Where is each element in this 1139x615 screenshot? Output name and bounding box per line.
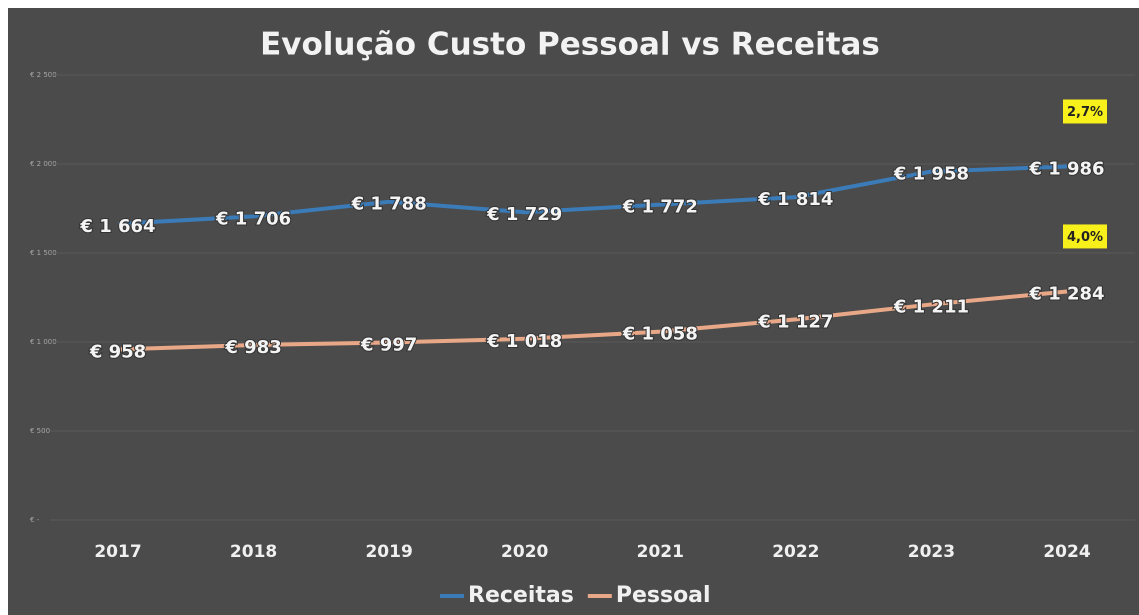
data-label: € 1 127: [757, 311, 833, 332]
data-label: € 1 664: [79, 216, 155, 237]
annotation-box: [1063, 224, 1107, 249]
annotation: 4,0%: [1067, 230, 1103, 245]
x-tick-label: 2018: [230, 542, 277, 562]
y-tick-label: € 500: [30, 427, 50, 435]
annotation: 2,7%: [1067, 105, 1103, 120]
data-label: € 997: [360, 335, 417, 356]
data-label: € 958: [89, 341, 146, 362]
data-label: € 1 211: [893, 296, 969, 317]
data-label: € 1 018: [486, 331, 562, 352]
chart-title: Evolução Custo Pessoal vs Receitas: [260, 27, 880, 63]
x-tick-label: 2019: [365, 542, 412, 562]
data-label: € 1 284: [1028, 283, 1104, 304]
x-tick-label: 2021: [637, 542, 684, 562]
chart-background: [8, 8, 1139, 615]
data-label: € 1 058: [622, 324, 698, 345]
legend-label: Pessoal: [616, 583, 711, 608]
x-tick-label: 2022: [772, 542, 819, 562]
data-label: € 1 772: [622, 197, 698, 218]
data-label: € 1 706: [215, 208, 291, 229]
x-tick-label: 2024: [1043, 542, 1090, 562]
y-tick-label: € 2 000: [30, 160, 57, 168]
data-label: € 1 958: [893, 163, 969, 184]
data-label: € 1 729: [486, 204, 562, 225]
x-tick-label: 2023: [908, 542, 955, 562]
data-label: € 1 986: [1028, 158, 1104, 179]
data-label: € 1 788: [351, 194, 427, 215]
y-tick-label: € 2 500: [30, 71, 57, 79]
y-tick-label: € 1 500: [30, 249, 57, 257]
x-tick-label: 2020: [501, 542, 548, 562]
y-tick-label: € 1 000: [30, 338, 57, 346]
x-tick-label: 2017: [94, 542, 141, 562]
data-label: € 983: [224, 337, 281, 358]
series-line: [117, 289, 1068, 352]
y-tick-label: € -: [30, 516, 40, 524]
legend-label: Receitas: [468, 583, 574, 608]
annotation-box: [1063, 99, 1107, 124]
series-line: [117, 164, 1068, 226]
data-label: € 1 814: [757, 189, 833, 210]
